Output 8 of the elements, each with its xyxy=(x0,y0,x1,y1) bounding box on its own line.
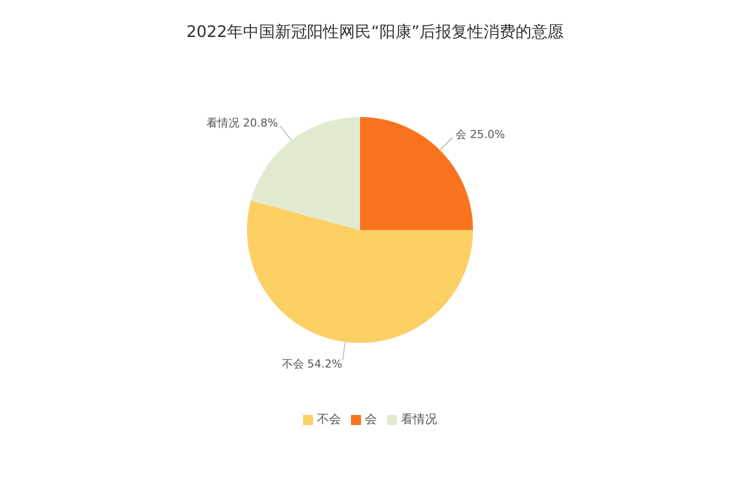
legend-label: 看情况 xyxy=(401,412,437,426)
chart-title: 2022年中国新冠阳性网民“阳康”后报复性消费的意愿 xyxy=(185,21,565,43)
category-label: 看情况 20.8% xyxy=(206,116,278,130)
category-label: 会 25.0% xyxy=(455,128,505,142)
pie-slice xyxy=(247,200,473,343)
category-label: 不会 54.2% xyxy=(282,357,342,370)
legend-label: 不会 xyxy=(317,412,341,426)
legend-label: 会 xyxy=(365,412,377,426)
